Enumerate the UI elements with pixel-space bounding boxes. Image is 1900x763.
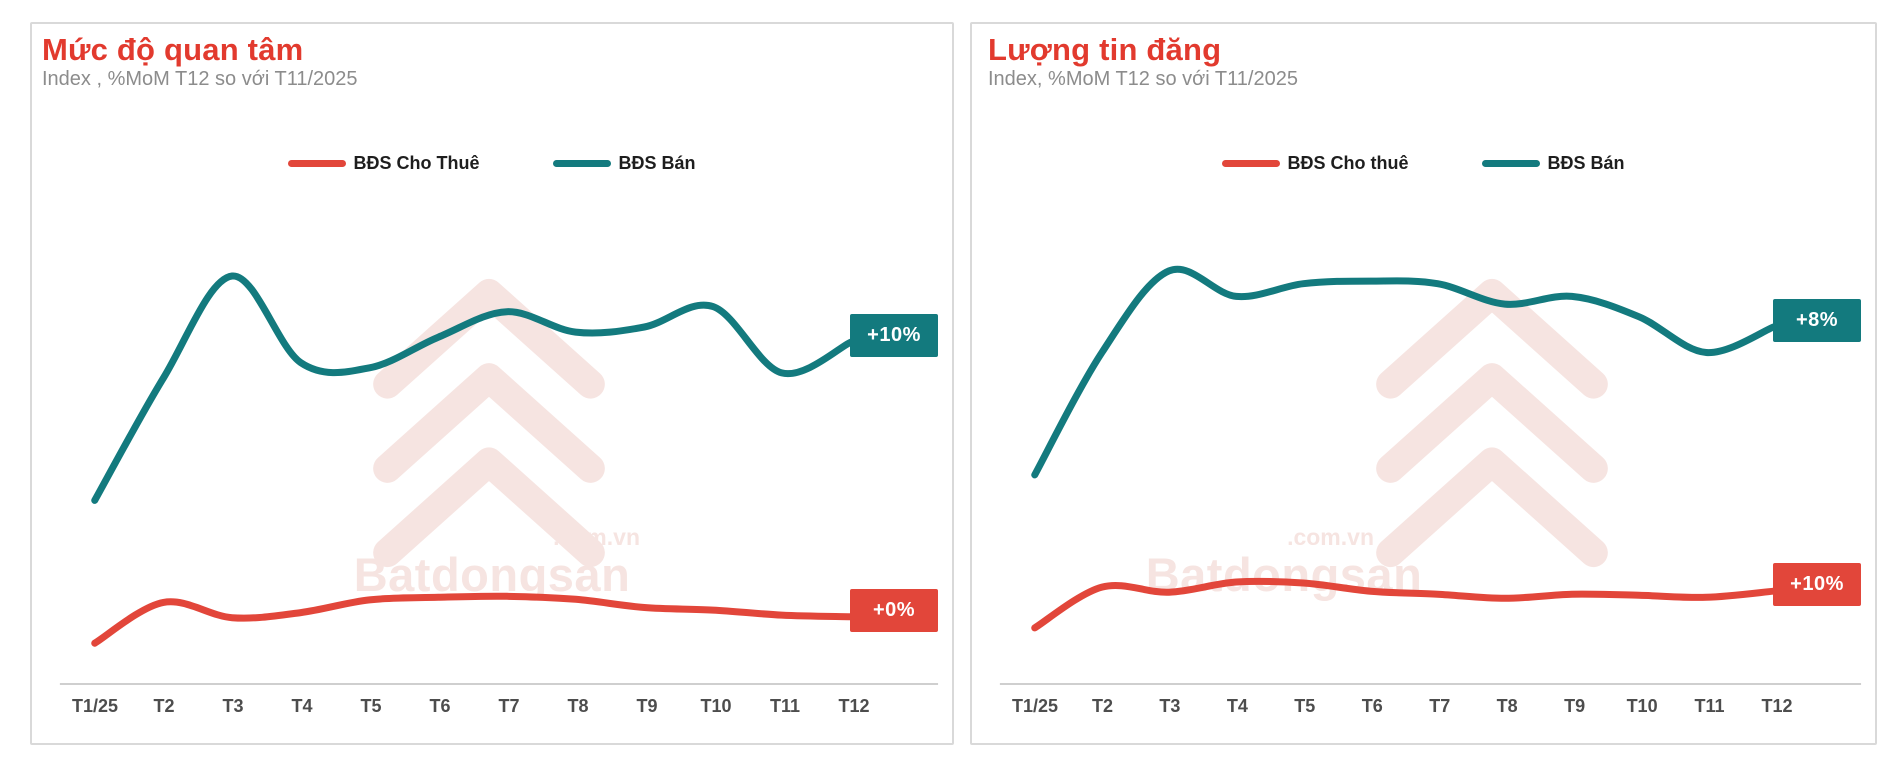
legend-label: BĐS Cho Thuê	[353, 152, 480, 173]
x-axis-label: T1/25	[71, 696, 119, 716]
legend-line-swatch-red	[1222, 159, 1281, 167]
legend-item-ban: BĐS Bán	[1482, 152, 1625, 174]
line-chart	[32, 174, 952, 714]
x-axis-label: T5	[360, 696, 382, 716]
legend-line-swatch-teal	[553, 159, 612, 167]
end-value-badge-ban: +8%	[1773, 299, 1861, 342]
chart-canvas	[59, 272, 939, 685]
chart-canvas	[999, 265, 1862, 685]
x-axis-label: T12	[1761, 696, 1793, 716]
panel-title: Mức độ quan tâm	[42, 32, 304, 67]
x-axis-label: T10	[1626, 696, 1658, 716]
series-line	[1031, 265, 1777, 479]
x-axis-label: T1/25	[1011, 696, 1059, 716]
legend-item-cho-thue: BĐS Cho thuê	[1222, 153, 1408, 174]
end-value-badge-cho-thue: +10%	[1773, 563, 1861, 607]
chart-panel-listings: Lượng tin đăng Index, %MoM T12 so với T1…	[970, 22, 1877, 745]
series-line	[91, 592, 854, 647]
x-axis: T1/25 T2 T3 T4 T5 T6 T7 T8 T9 T10 T11 T12	[32, 694, 952, 724]
x-axis-label: T3	[222, 696, 244, 716]
series-line	[91, 272, 854, 504]
legend-item-cho-thue: BĐS Cho Thuê	[288, 153, 479, 174]
x-axis-label: T2	[153, 696, 175, 716]
series-line	[1031, 577, 1777, 632]
x-axis-label: T11	[769, 696, 801, 716]
legend-line-swatch-red	[288, 159, 347, 167]
chart-panel-interest: Mức độ quan tâm Index , %MoM T12 so với …	[30, 22, 954, 745]
end-value-badge-ban: +10%	[850, 314, 938, 358]
x-axis-label: T6	[1361, 696, 1383, 716]
x-axis-label: T12	[838, 696, 870, 716]
x-axis-label: T11	[1694, 696, 1725, 716]
x-axis-label: T6	[429, 696, 451, 716]
x-axis-label: T7	[1429, 696, 1451, 716]
legend-line-swatch-teal	[1482, 159, 1541, 167]
x-axis-label: T8	[1496, 696, 1518, 716]
line-chart	[972, 174, 1875, 714]
panel-subtitle: Index, %MoM T12 so với T11/2025	[988, 68, 1298, 90]
end-value-badge-cho-thue: +0%	[850, 588, 938, 632]
x-axis: T1/25 T2 T3 T4 T5 T6 T7 T8 T9 T10 T11 T12	[972, 694, 1875, 724]
legend-label: BĐS Cho thuê	[1287, 152, 1409, 173]
legend-label: BĐS Bán	[618, 152, 696, 173]
panel-title: Lượng tin đăng	[988, 32, 1222, 67]
x-axis-label: T10	[700, 696, 732, 716]
legend: BĐS Cho Thuê BĐS Bán	[32, 150, 952, 176]
legend-item-ban: BĐS Bán	[553, 152, 696, 174]
x-axis-label: T9	[636, 696, 658, 716]
x-axis-label: T9	[1564, 696, 1586, 716]
x-axis-label: T8	[567, 696, 589, 716]
x-axis-label: T5	[1294, 696, 1316, 716]
panel-subtitle: Index , %MoM T12 so với T11/2025	[42, 68, 358, 90]
x-axis-label: T2	[1091, 696, 1113, 716]
x-axis-label: T4	[1226, 696, 1248, 716]
legend: BĐS Cho thuê BĐS Bán	[972, 150, 1875, 176]
legend-label: BĐS Bán	[1547, 152, 1625, 173]
x-axis-label: T4	[291, 696, 313, 716]
x-axis-label: T7	[498, 696, 520, 716]
x-axis-label: T3	[1159, 696, 1181, 716]
